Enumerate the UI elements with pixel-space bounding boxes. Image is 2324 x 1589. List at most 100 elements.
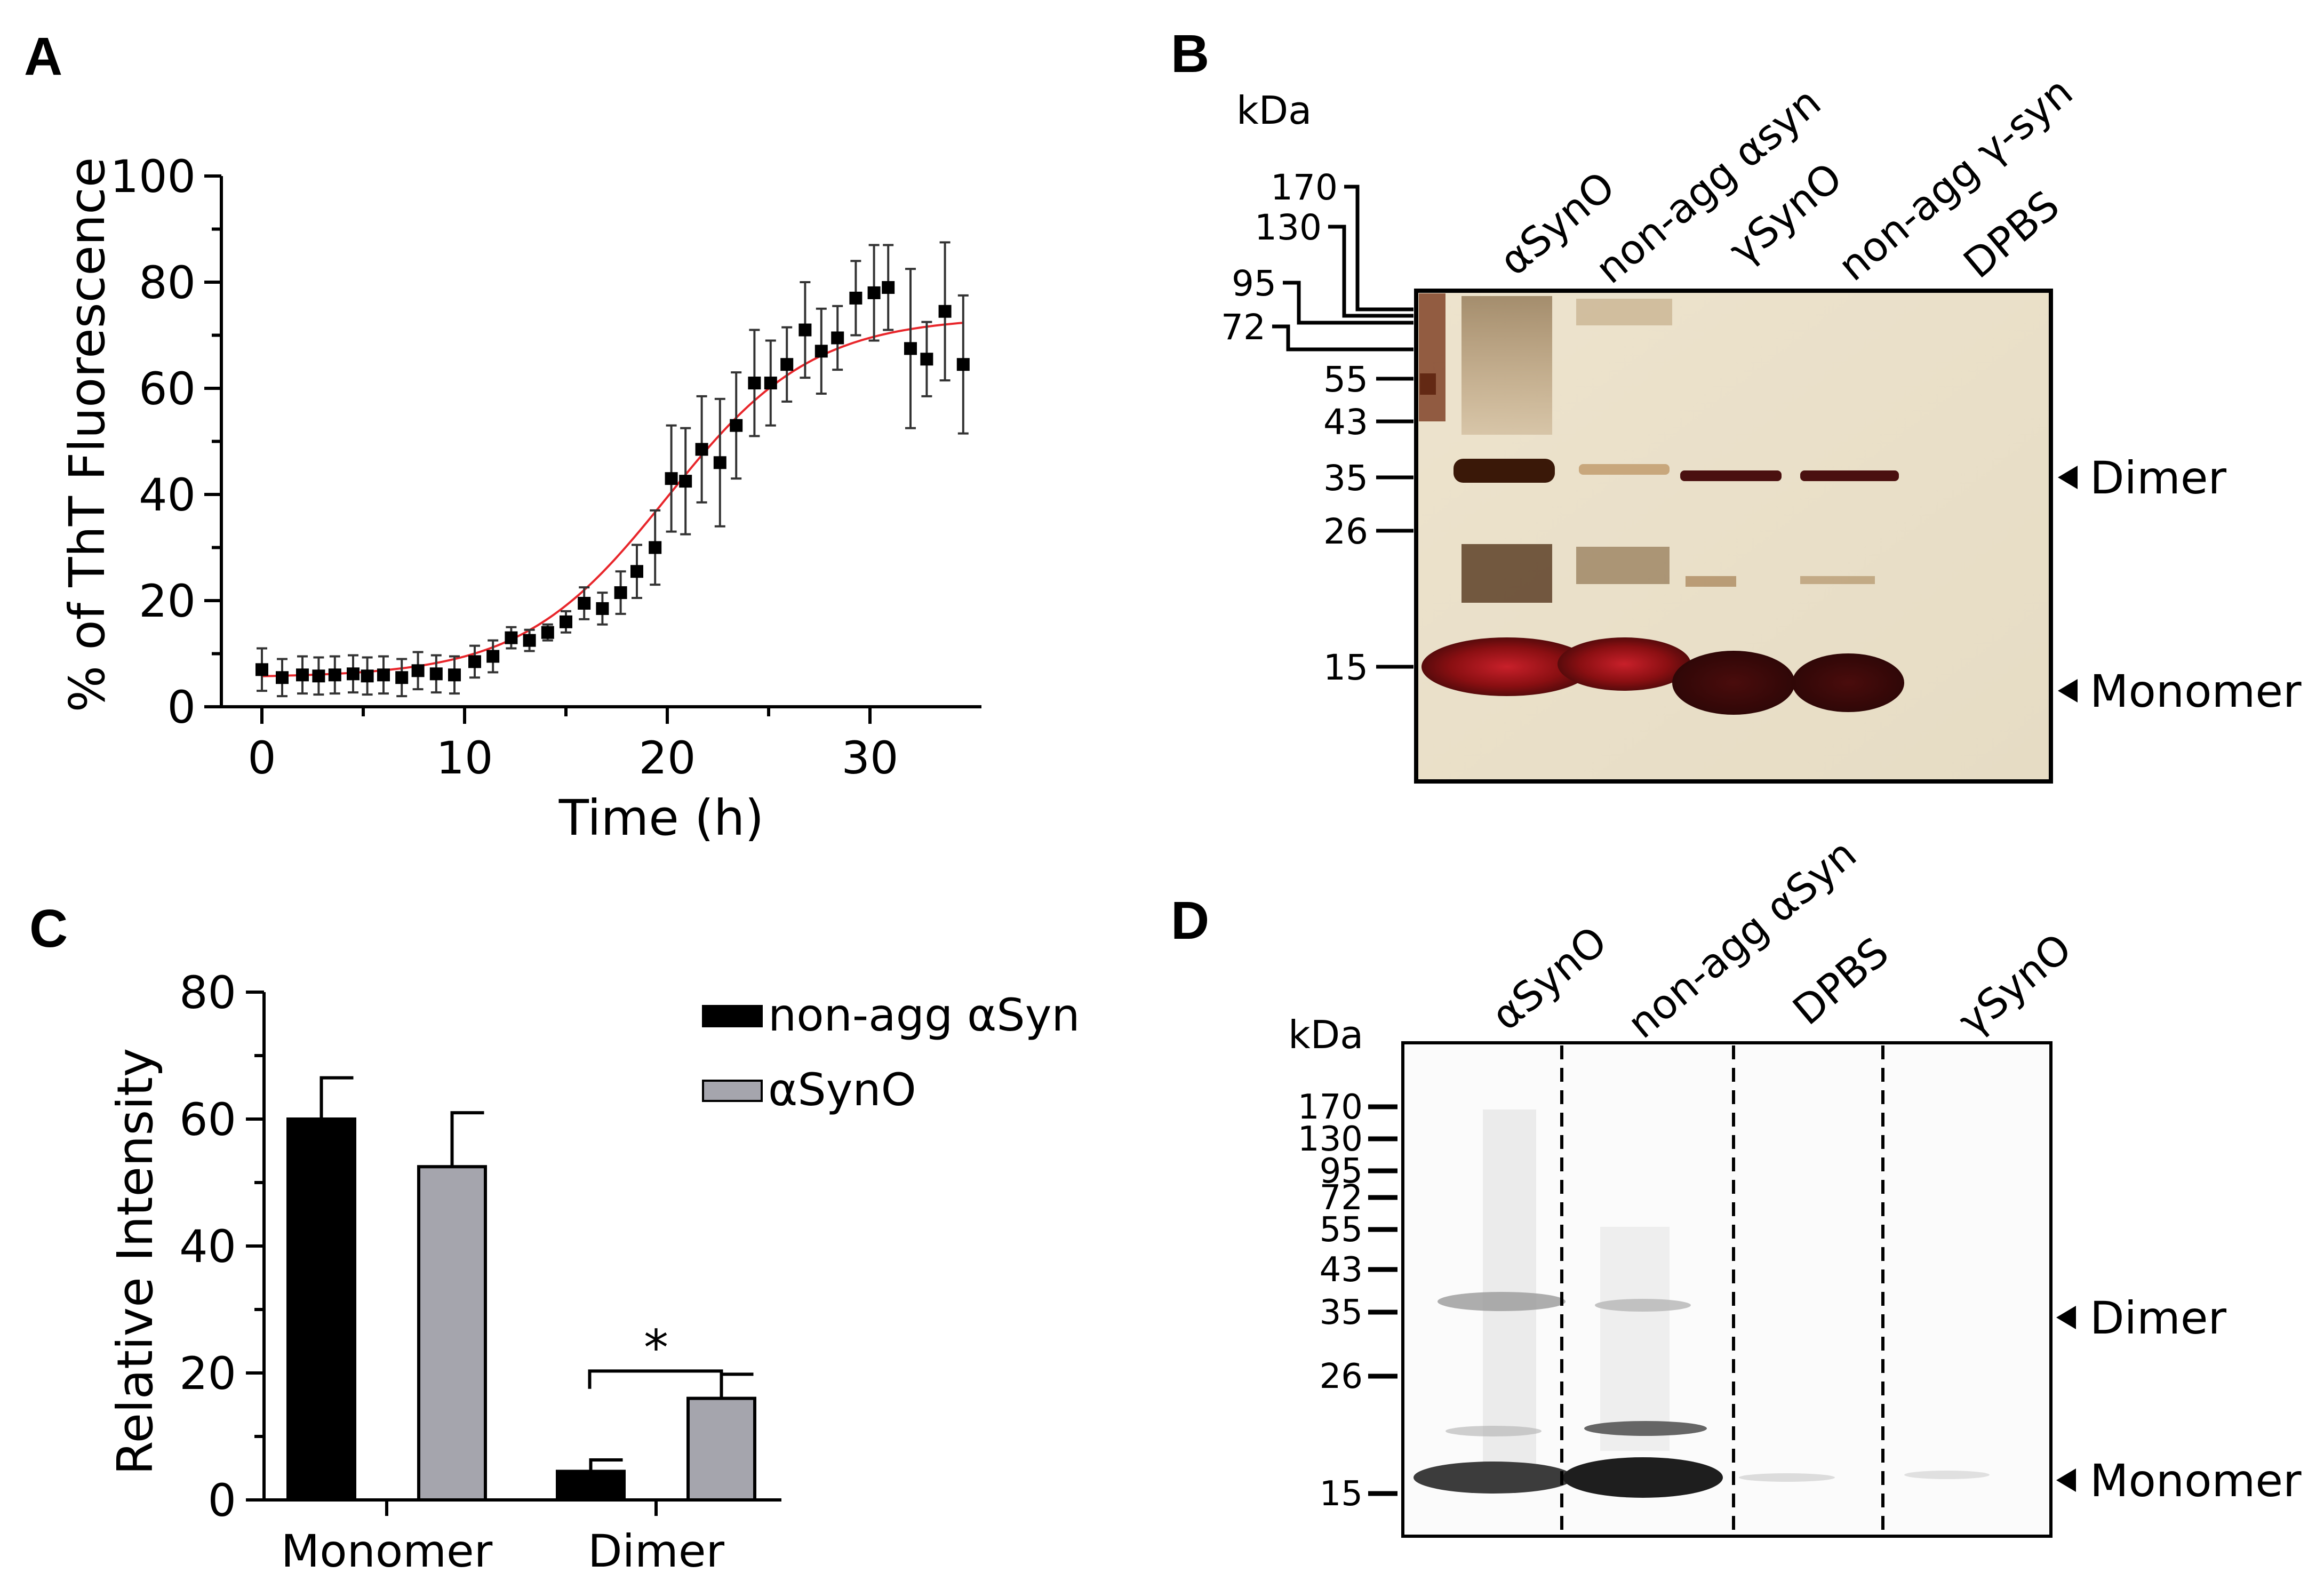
marker [560,615,572,628]
dimer-band [1680,470,1782,481]
mw-marker-label: 130 [1298,1120,1363,1159]
smear [1686,576,1736,587]
marker [486,650,500,663]
marker [956,358,970,371]
x-tick-label: 0 [247,732,276,784]
marker [347,667,360,681]
marker [312,669,325,683]
data-point [578,586,591,620]
trace-band [1739,1473,1835,1482]
mw-marker-leader [1283,281,1413,325]
band-label: Dimer [2090,1292,2227,1344]
data-point [328,655,341,695]
marker [630,565,643,578]
data-point [730,371,743,480]
data-point [255,647,268,692]
marker [541,626,554,639]
marker [748,377,761,390]
marker [596,602,609,615]
data-point [614,570,627,615]
marker [831,331,844,345]
lane-label: DPBS [1954,181,2068,288]
lane-label: γSynO [1949,924,2080,1044]
lane-label: αSynO [1482,917,1616,1040]
data-point [798,281,812,379]
blot-border [1401,1041,2053,1538]
y-axis-label: Relative Intensity [107,1048,164,1475]
data-point [665,424,678,533]
smear [1576,299,1672,325]
data-points [255,241,970,698]
bar [556,1458,626,1502]
monomer-band [1413,1462,1574,1494]
marker [429,667,443,681]
data-point [867,244,881,342]
data-point [713,397,726,528]
mw-marker-label: 15 [1320,1474,1363,1514]
y-axis-label: % of ThT Fluorescence [59,157,116,713]
y-tick-label: 0 [167,681,196,733]
mw-marker-label: 43 [1323,402,1368,443]
marker [764,377,777,390]
panel-a-label: A [24,27,62,86]
data-point [347,654,360,694]
y-tick-label: 100 [110,150,196,203]
legend-label: αSynO [768,1064,916,1116]
dimer-band [1800,470,1899,481]
mw-marker-label: 43 [1320,1250,1363,1290]
mw-marker-label: 130 [1255,207,1322,248]
marker [296,668,309,682]
data-point [956,294,970,435]
data-point [748,329,761,437]
significance-bracket [588,1369,723,1389]
marker [578,596,591,610]
mw-marker-label: 55 [1320,1210,1363,1250]
data-point [361,656,374,696]
marker [276,671,289,684]
band-label: Dimer [2090,452,2227,504]
mw-marker-label: 95 [1320,1152,1363,1191]
arrowhead-icon [2058,466,2078,489]
x-tick-label: 10 [436,732,493,784]
significance-star: * [644,1319,668,1376]
marker [377,668,390,682]
x-tick-label: 20 [639,732,696,784]
marker [904,342,917,355]
dimer-band [1454,459,1555,483]
data-point [882,244,895,331]
legend-swatch [702,1080,763,1102]
lane-label: DPBS [1784,928,1897,1034]
data-point [596,592,609,626]
marker [448,668,461,682]
marker [255,663,268,676]
ladder-lane [1420,373,1436,395]
data-point [468,644,481,679]
bars [286,1076,756,1502]
marker [361,669,374,683]
marker [665,472,678,485]
faint-band [1445,1426,1542,1436]
marker [395,671,409,684]
data-point [296,655,309,695]
bar [286,1076,356,1502]
marker [867,286,881,299]
mw-marker-leader [1344,185,1413,312]
marker [328,668,341,682]
dimer-band [1579,464,1670,475]
kda-label: kDa [1236,88,1312,133]
marker [730,419,743,432]
band-label: Monomer [2090,665,2302,717]
marker [713,456,726,469]
blot-background [1403,1043,2051,1536]
bar-rect [286,1117,356,1502]
data-point [904,268,917,429]
smear [1462,544,1552,603]
marker [920,353,933,366]
ladder-lane [1419,293,1445,421]
